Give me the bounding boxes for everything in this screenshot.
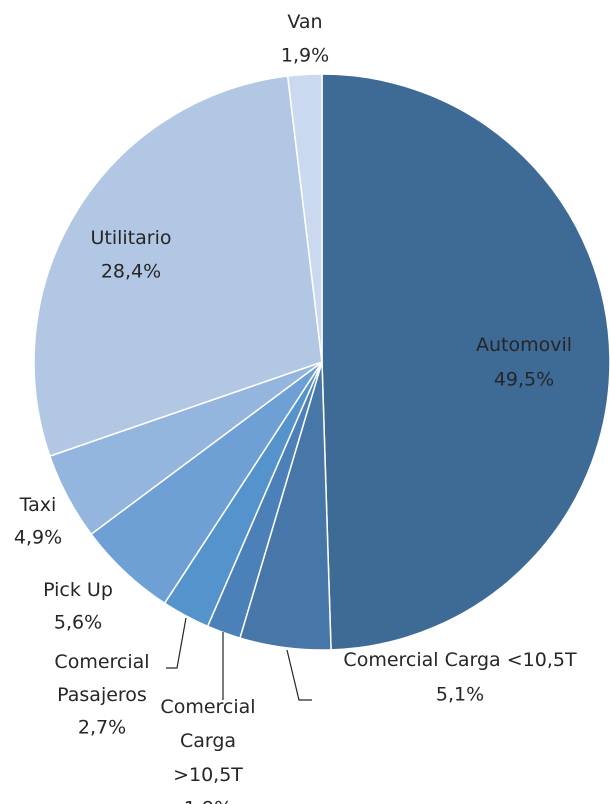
leader-line — [286, 649, 312, 701]
label-line: Automovil — [476, 334, 572, 356]
pie-slice — [286, 73, 323, 363]
label-line: Comercial — [160, 696, 255, 718]
label-line: Utilitario — [90, 227, 171, 249]
label-line: Pick Up — [43, 579, 113, 601]
slice-label: Taxi — [19, 494, 57, 516]
slice-label: Automovil — [476, 334, 572, 356]
slice-label: Pick Up — [43, 579, 113, 601]
slice-label: Comercial Carga <10,5T — [343, 649, 577, 671]
value-label: 1,9% — [184, 798, 232, 804]
slice-label: Utilitario — [90, 227, 171, 249]
slice-label: Van — [287, 11, 322, 33]
label-line: Taxi — [19, 494, 57, 516]
slice-label: Comercial Carga >10,5T — [160, 696, 255, 786]
value-label: 2,7% — [78, 717, 126, 739]
label-line: Pasajeros — [57, 684, 147, 706]
value-label: 28,4% — [101, 261, 161, 283]
label-line: Comercial Carga <10,5T — [343, 649, 577, 671]
value-label: 1,9% — [281, 45, 329, 67]
label-line: Van — [287, 11, 322, 33]
label-line: Comercial — [54, 651, 149, 673]
label-line: Carga — [180, 730, 236, 752]
value-label: 5,6% — [54, 612, 102, 634]
label-line: >10,5T — [173, 764, 243, 786]
value-label: 5,1% — [436, 684, 484, 706]
leader-line — [166, 617, 187, 669]
pie-slice — [33, 75, 323, 458]
pie-slice — [321, 73, 610, 651]
slice-label: Comercial Pasajeros — [54, 651, 149, 706]
value-label: 49,5% — [494, 369, 554, 391]
value-label: 4,9% — [14, 527, 62, 549]
